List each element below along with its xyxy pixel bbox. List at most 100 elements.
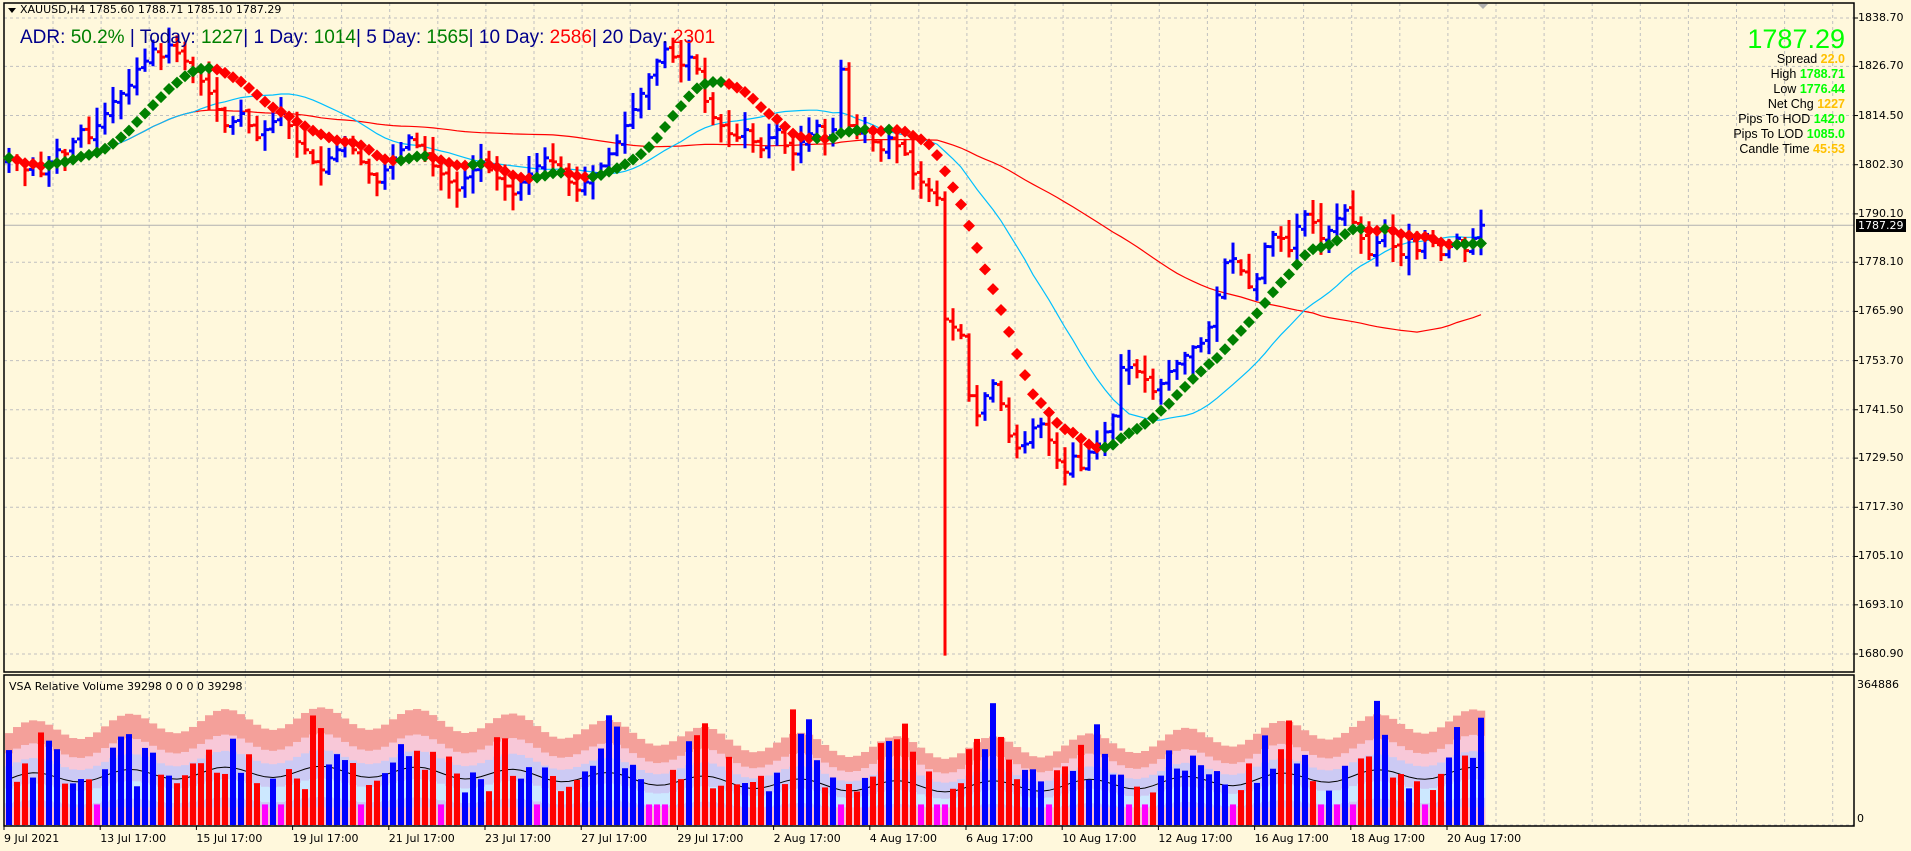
volume-bar bbox=[1054, 770, 1060, 825]
day20-label: 20 Day: bbox=[602, 27, 673, 48]
volume-bar bbox=[222, 773, 228, 825]
trend-diamond-marker bbox=[667, 109, 679, 122]
collapse-triangle-icon[interactable] bbox=[8, 7, 16, 13]
volume-bar bbox=[22, 763, 28, 825]
volume-bar bbox=[150, 752, 156, 825]
volume-bar bbox=[838, 804, 844, 825]
trend-diamond-marker bbox=[611, 162, 623, 175]
volume-bar bbox=[1110, 774, 1116, 825]
volume-bar bbox=[1030, 769, 1036, 825]
volume-band bbox=[645, 792, 654, 806]
trend-diamond-marker bbox=[811, 132, 823, 145]
volume-band bbox=[1421, 788, 1430, 804]
trend-diamond-marker bbox=[891, 123, 903, 136]
price-label: 1765.90 bbox=[1858, 304, 1904, 318]
volume-bar bbox=[654, 804, 660, 825]
volume-bar bbox=[126, 734, 132, 825]
volume-bar bbox=[1198, 765, 1204, 825]
trend-diamond-marker bbox=[411, 150, 423, 163]
trend-diamond-marker bbox=[459, 159, 471, 172]
current-price-marker: 1787.29 bbox=[1856, 219, 1906, 232]
trend-diamond-marker bbox=[523, 172, 535, 185]
trend-diamond-marker bbox=[979, 263, 991, 276]
volume-bar bbox=[1070, 770, 1076, 825]
volume-bar bbox=[542, 767, 548, 825]
price-label: 1790.10 bbox=[1858, 206, 1904, 220]
volume-bar bbox=[1390, 777, 1396, 825]
volume-band bbox=[941, 798, 950, 810]
trend-diamond-marker bbox=[1187, 372, 1199, 385]
trend-diamond-marker bbox=[107, 137, 119, 150]
trend-diamond-marker bbox=[1467, 237, 1479, 250]
info-row-value: 22.0 bbox=[1820, 52, 1845, 66]
price-label: 1778.10 bbox=[1858, 255, 1904, 269]
volume-bar bbox=[710, 788, 716, 825]
trend-diamond-marker bbox=[475, 157, 487, 170]
volume-band bbox=[277, 786, 286, 802]
volume-bar bbox=[382, 773, 388, 825]
volume-bar bbox=[430, 751, 436, 825]
trend-diamond-marker bbox=[803, 132, 815, 145]
trend-diamond-marker bbox=[1203, 358, 1215, 371]
info-row-value: 1788.71 bbox=[1799, 67, 1845, 81]
trend-diamond-marker bbox=[123, 124, 135, 137]
trend-diamond-marker bbox=[987, 283, 999, 296]
volume-bar bbox=[366, 784, 372, 825]
volume-bar bbox=[1478, 717, 1484, 825]
today-value: 1227 bbox=[200, 27, 244, 48]
volume-bar bbox=[118, 736, 124, 825]
volume-bar bbox=[1246, 763, 1252, 825]
day1-label: 1 Day: bbox=[253, 27, 314, 48]
trend-diamond-marker bbox=[547, 167, 559, 180]
volume-bar bbox=[254, 783, 260, 825]
volume-bar bbox=[1190, 755, 1196, 825]
trend-diamond-marker bbox=[115, 131, 127, 144]
trend-diamond-marker bbox=[491, 161, 503, 174]
volume-bar bbox=[1286, 720, 1292, 825]
volume-bar bbox=[942, 804, 948, 825]
volume-bar bbox=[438, 804, 444, 825]
volume-bar bbox=[926, 771, 932, 825]
volume-bar bbox=[1238, 790, 1244, 825]
day5-value: 1565 bbox=[426, 27, 469, 48]
volume-bar bbox=[446, 756, 452, 825]
volume-bar bbox=[414, 750, 420, 825]
trend-diamond-marker bbox=[851, 124, 863, 137]
time-label: 15 Jul 17:00 bbox=[196, 832, 263, 845]
volume-bar bbox=[206, 749, 212, 825]
volume-bar bbox=[94, 804, 100, 825]
trend-diamond-marker bbox=[923, 138, 935, 151]
volume-bar bbox=[30, 777, 36, 825]
day5-label: 5 Day: bbox=[366, 27, 427, 48]
volume-bar bbox=[518, 778, 524, 825]
volume-bar bbox=[902, 723, 908, 825]
time-label: 13 Jul 17:00 bbox=[100, 832, 167, 845]
info-row: Low 1776.44 bbox=[1645, 82, 1845, 97]
volume-bar bbox=[1302, 754, 1308, 825]
trend-diamond-marker bbox=[1163, 397, 1175, 410]
info-row-label: Low bbox=[1773, 82, 1800, 96]
trend-diamond-marker bbox=[171, 76, 183, 89]
trend-diamond-marker bbox=[451, 159, 463, 172]
info-row-value: 1227 bbox=[1817, 97, 1845, 111]
trend-diamond-marker bbox=[1267, 286, 1279, 299]
volume-bar bbox=[326, 764, 332, 825]
volume-bar bbox=[750, 782, 756, 825]
volume-bar bbox=[102, 769, 108, 825]
trend-diamond-marker bbox=[1051, 416, 1063, 429]
trend-diamond-marker bbox=[1379, 223, 1391, 236]
volume-bar bbox=[1222, 784, 1228, 825]
trend-diamond-marker bbox=[1179, 380, 1191, 393]
trend-diamond-marker bbox=[875, 124, 887, 137]
trend-diamond-marker bbox=[1235, 324, 1247, 337]
separator: | bbox=[243, 27, 254, 48]
volume-bar bbox=[782, 784, 788, 825]
info-row-label: Pips To LOD bbox=[1733, 127, 1807, 141]
volume-band bbox=[533, 785, 542, 802]
volume-bar bbox=[1318, 804, 1324, 825]
volume-band bbox=[661, 793, 670, 806]
volume-band bbox=[437, 783, 446, 801]
volume-bar bbox=[526, 767, 532, 825]
